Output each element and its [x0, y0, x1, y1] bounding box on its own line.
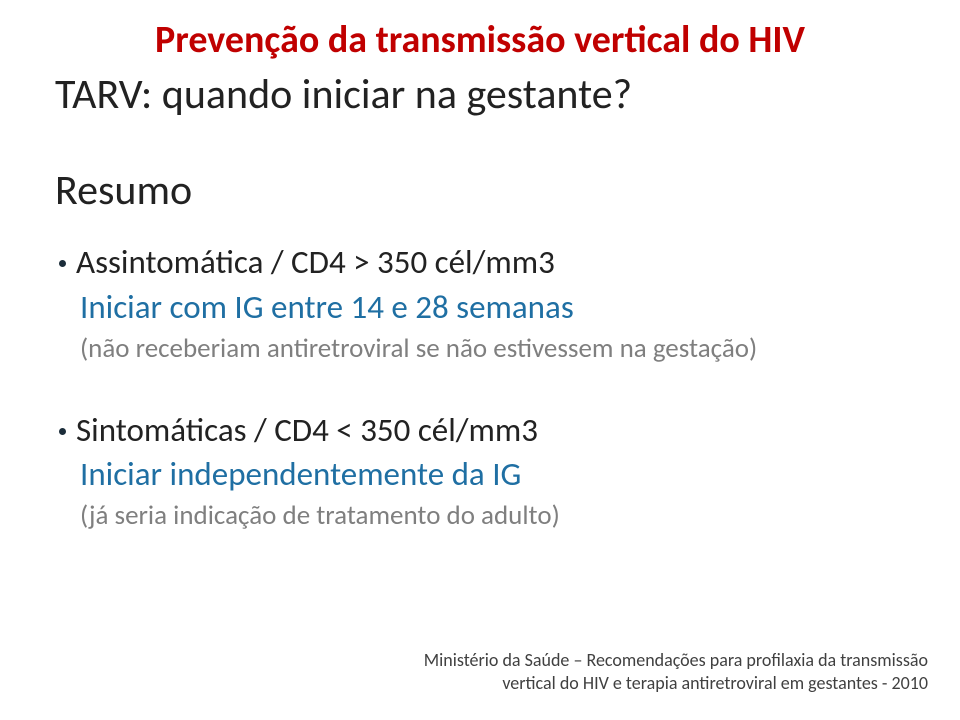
bullet-dot-icon: [59, 260, 66, 267]
bullet-note: (não receberiam antiretroviral se não es…: [80, 331, 905, 366]
footer-line: Ministério da Saúde – Recomendações para…: [424, 649, 928, 672]
list-item: Assintomática / CD4 > 350 cél/mm3: [59, 242, 905, 283]
spacer: [59, 366, 905, 410]
bullet-subline: Iniciar independentemente da IG: [80, 453, 905, 496]
list-item: Sintomáticas / CD4 < 350 cél/mm3: [59, 410, 905, 451]
bullet-text: Assintomática / CD4 > 350 cél/mm3: [76, 242, 555, 283]
bullet-text: Sintomáticas / CD4 < 350 cél/mm3: [76, 410, 538, 451]
slide-subtitle: TARV: quando iniciar na gestante?: [55, 70, 905, 120]
bullet-note: (já seria indicação de tratamento do adu…: [80, 498, 905, 533]
footer-citation: Ministério da Saúde – Recomendações para…: [424, 649, 928, 694]
bullet-subline: Iniciar com IG entre 14 e 28 semanas: [80, 286, 905, 329]
slide: Prevenção da transmissão vertical do HIV…: [0, 0, 960, 720]
footer-line: vertical do HIV e terapia antiretroviral…: [424, 672, 928, 695]
section-label: Resumo: [55, 166, 905, 216]
bullet-list: Assintomática / CD4 > 350 cél/mm3 Inicia…: [55, 242, 905, 532]
bullet-dot-icon: [59, 428, 66, 435]
slide-title: Prevenção da transmissão vertical do HIV: [55, 18, 905, 64]
